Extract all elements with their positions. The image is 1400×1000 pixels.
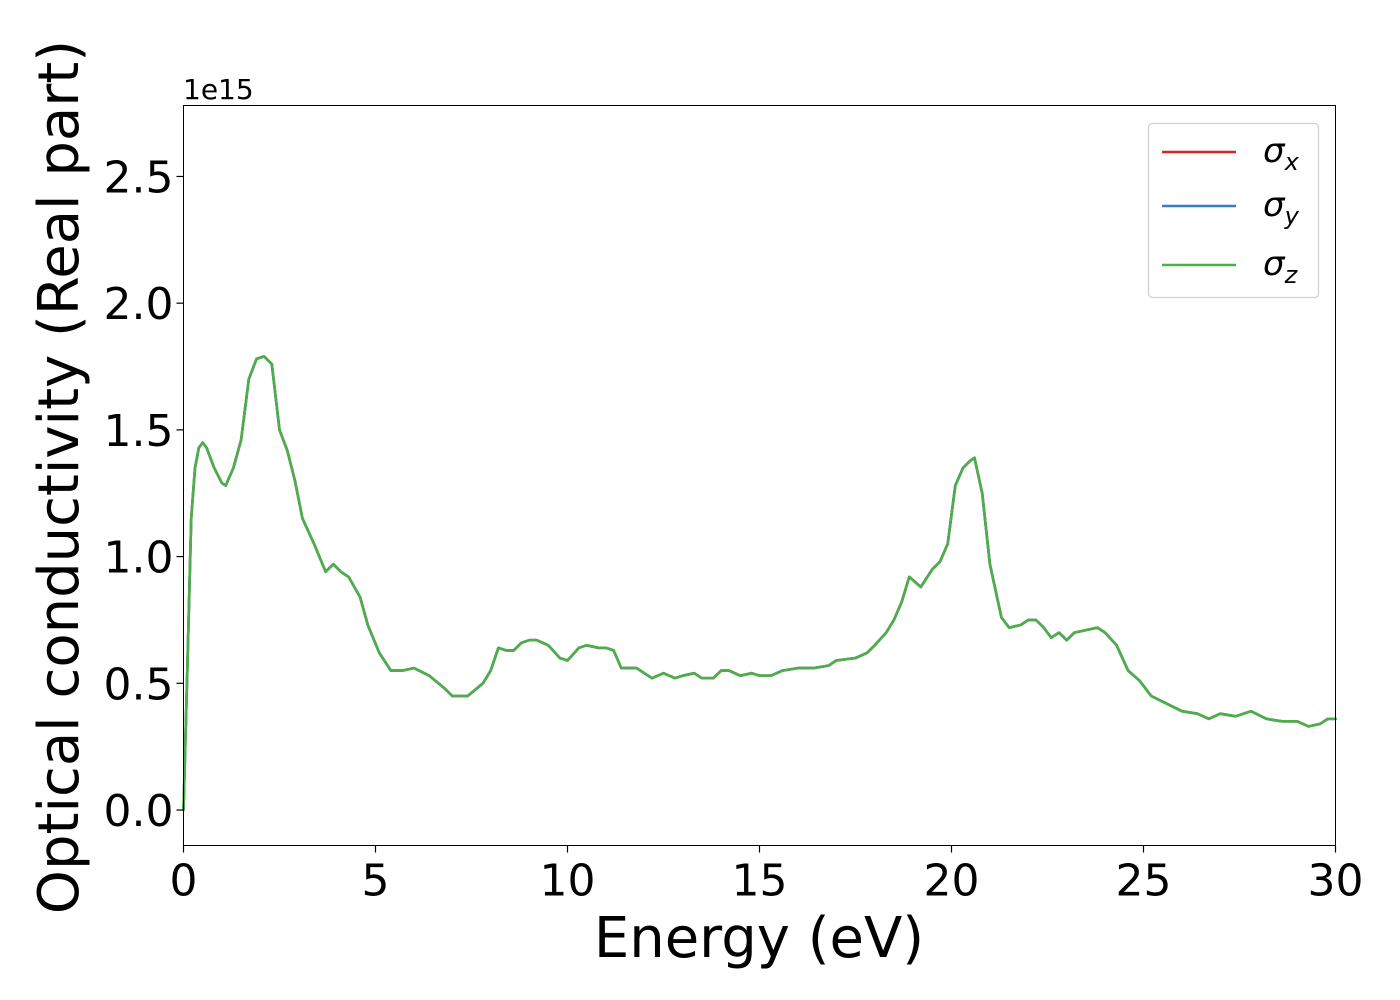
y-tick-label: 0.0 (104, 786, 174, 837)
x-tick-label: 10 (540, 856, 596, 907)
x-axis-ticks: 0 5 10 15 20 25 30 (170, 845, 1364, 907)
y-axis-label: Optical conductivity (Real part) (27, 40, 92, 914)
x-tick-label: 0 (170, 856, 198, 907)
series-layer (182, 355, 1337, 812)
offset-label: 1e15 (183, 73, 254, 106)
y-tick-label: 1.0 (104, 533, 174, 584)
legend: σx σy σz (1147, 122, 1320, 299)
legend-box (1147, 122, 1320, 299)
y-tick-label: 2.5 (104, 152, 174, 203)
x-axis-label: Energy (eV) (594, 906, 924, 971)
y-tick-label: 1.5 (104, 406, 174, 457)
plot-area (183, 105, 1336, 846)
x-tick-label: 5 (362, 856, 390, 907)
legend-label-z: σz (1263, 244, 1299, 289)
x-tick-label: 20 (924, 856, 980, 907)
x-tick-label: 15 (732, 856, 788, 907)
series-line-z (182, 355, 1337, 812)
y-axis-ticks: 0.0 0.5 1.0 1.5 2.0 2.5 (104, 152, 184, 837)
x-tick-label: 30 (1308, 856, 1364, 907)
y-tick-label: 2.0 (104, 279, 174, 330)
y-tick-label: 0.5 (104, 659, 174, 710)
legend-label-x: σx (1263, 131, 1300, 176)
x-tick-label: 25 (1116, 856, 1172, 907)
legend-label-y: σy (1263, 185, 1300, 230)
